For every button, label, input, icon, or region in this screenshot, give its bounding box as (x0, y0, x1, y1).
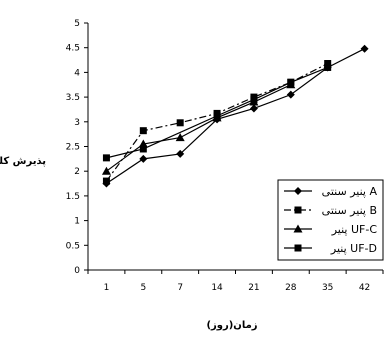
data-point (250, 96, 258, 104)
x-tick-label: 7 (177, 283, 183, 293)
y-axis-ticks: 0 0.5 1 1.5 2 2.5 3 3.5 4 4.5 5 (66, 19, 88, 276)
data-point (286, 90, 295, 99)
x-tick-label: 14 (211, 283, 223, 293)
y-tick-label: 4 (74, 68, 80, 78)
data-point (324, 63, 332, 71)
legend-item: پنیر UF-C (284, 223, 377, 236)
data-point (139, 145, 147, 153)
data-point (139, 154, 148, 163)
series-line (106, 84, 292, 172)
data-point (324, 60, 332, 68)
legend-marker (294, 244, 302, 252)
data-point (176, 119, 184, 127)
series-line (106, 66, 328, 159)
y-tick-label: 0.5 (66, 241, 80, 251)
x-tick-label: 1 (104, 283, 110, 293)
series-4 (102, 63, 332, 162)
legend-marker (294, 187, 302, 195)
series-group (101, 44, 369, 188)
legend-label: پنیر سنتی A (322, 185, 378, 198)
legend-marker (294, 206, 302, 214)
y-tick-label: 5 (74, 19, 80, 29)
data-point (213, 112, 221, 120)
legend-item: پنیر UF-D (284, 242, 377, 255)
x-tick-label: 35 (322, 283, 333, 293)
legend-item: پنیر سنتی B (284, 204, 377, 217)
y-tick-label: 4.5 (66, 44, 80, 54)
y-tick-label: 3 (74, 118, 80, 128)
data-point (102, 177, 110, 185)
y-tick-label: 1 (74, 217, 80, 227)
data-point (360, 44, 369, 53)
data-point (102, 154, 110, 162)
data-point (287, 78, 295, 86)
x-axis-ticks: 1 5 7 14 21 28 35 42 (87, 270, 384, 293)
x-axis-title: زمان(روز) (206, 320, 257, 331)
series-line (106, 48, 365, 185)
data-point (249, 104, 258, 113)
y-tick-label: 2 (74, 167, 80, 177)
legend-marker (293, 224, 303, 233)
x-tick-label: 42 (359, 283, 370, 293)
data-point (101, 166, 111, 175)
y-tick-label: 0 (74, 266, 80, 276)
legend-label: پنیر سنتی B (322, 204, 377, 217)
x-tick-label: 21 (248, 283, 259, 293)
legend: پنیر سنتی A پنیر سنتی B پنیر UF-C پنیر UF-D (277, 179, 384, 261)
legend-label: پنیر UF-C (331, 223, 378, 236)
y-axis-title: پذیرش کلی (0, 156, 46, 167)
x-tick-label: 5 (140, 283, 146, 293)
x-tick-label: 28 (285, 283, 297, 293)
y-tick-label: 2.5 (66, 143, 80, 153)
y-tick-label: 1.5 (66, 192, 80, 202)
legend-item: پنیر سنتی A (284, 185, 377, 198)
y-tick-label: 3.5 (66, 93, 80, 103)
data-point (176, 149, 185, 158)
legend-label: پنیر UF-D (330, 242, 377, 255)
data-point (175, 133, 185, 142)
data-point (139, 127, 147, 135)
